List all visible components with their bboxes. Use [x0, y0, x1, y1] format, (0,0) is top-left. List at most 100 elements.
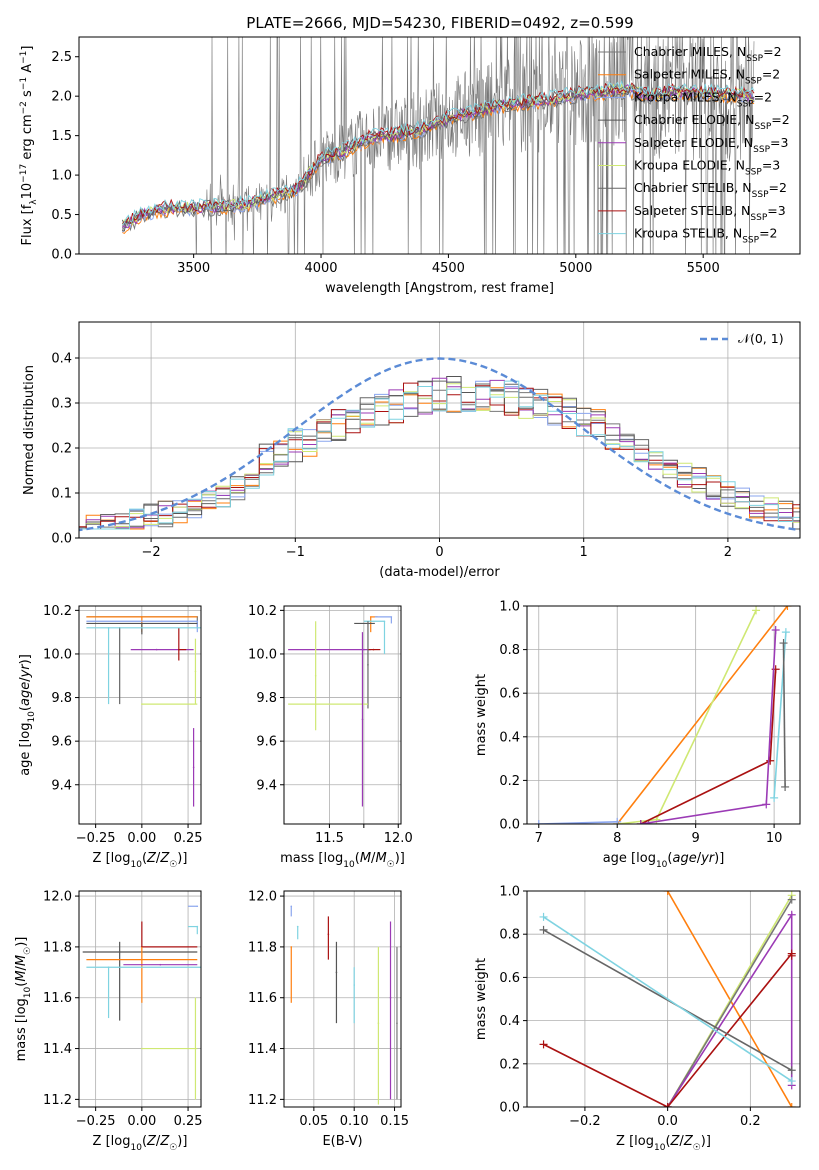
label-part: SSP: [752, 190, 769, 200]
y-tick-label: 1.0: [51, 169, 72, 184]
plus-marker: [787, 895, 796, 904]
axes-frame: [78, 36, 801, 255]
x-axis-label: mass [log10(M/M☉)]: [280, 851, 405, 870]
label-part: Z: [670, 1134, 681, 1149]
label-part: age [log: [603, 851, 656, 866]
label-part: ☉: [169, 860, 177, 870]
axes-frame: [526, 605, 801, 825]
plus-marker: [663, 1103, 672, 1107]
label-part: 10: [343, 860, 355, 870]
y-tick-label: 0.3: [51, 397, 72, 412]
residual-histogram-step: [79, 382, 800, 530]
data-point: [107, 627, 110, 629]
y-tick-label: 11.2: [248, 1093, 277, 1108]
x-tick-label: 3500: [177, 261, 210, 276]
mass-weight-line: [616, 606, 789, 824]
spectrum-panel: 3500 4000 4500 5000 5500 0.0 0.5 1.0 1.5 2.0 2.5 Ch…: [19, 36, 801, 296]
y-tick-label: 0.4: [51, 352, 72, 367]
data-point: [194, 1047, 197, 1050]
plus-marker: [771, 625, 780, 634]
y-axis-label: Flux [fλ10−17 erg cm−2 s−1 A−1]: [19, 46, 39, 246]
x-tick-label: 5500: [687, 261, 720, 276]
x-axis-label: wavelength [Angstrom, rest frame]: [325, 281, 554, 296]
y-tick-label: 0.2: [499, 1057, 520, 1072]
mass-weight-line: [640, 669, 777, 824]
legend-entry: Kroupa MILES, NSSP=2: [634, 89, 772, 109]
label-part: age: [18, 682, 33, 706]
mass-weight-line: [640, 629, 777, 824]
plus-marker: [539, 912, 548, 921]
x-axis-label: (data-model)/error: [379, 565, 500, 580]
label-part: =2: [769, 180, 787, 195]
legend-entry: Salpeter MILES, NSSP=2: [634, 67, 780, 87]
plus-marker: [534, 820, 543, 824]
plus-marker: [766, 756, 775, 765]
grid-layer: [79, 891, 201, 1107]
label-part: −2: [19, 101, 29, 114]
y-tick-label: 11.8: [43, 940, 72, 955]
y-tick-label: 11.4: [43, 1042, 72, 1057]
label-part: ☉: [387, 860, 395, 870]
label-part: (: [18, 706, 33, 711]
label-part: mass [log: [14, 998, 29, 1061]
label-part: 10: [20, 183, 35, 200]
x-tick-label: −0.25: [76, 1114, 116, 1129]
plus-marker: [787, 910, 796, 919]
plus-marker: [762, 800, 771, 809]
y-tick-label: 0.0: [499, 818, 520, 833]
x-tick-label: 0.00: [127, 831, 156, 846]
label-part: SSP: [746, 54, 763, 64]
data-layer: [534, 606, 792, 824]
x-axis-label: Z [log10(Z/Z☉)]: [93, 851, 188, 870]
x-tick-label: 0.05: [299, 1114, 328, 1129]
label-part: Z [log: [93, 851, 131, 866]
label-part: )]: [177, 851, 187, 866]
y-tick-label: 10.2: [43, 604, 72, 619]
label-part: /: [371, 851, 376, 866]
label-part: Normed distribution: [22, 365, 37, 495]
axes-frame: [78, 605, 202, 825]
axes-frame: [78, 890, 202, 1108]
plus-marker: [613, 817, 622, 824]
data-point: [107, 966, 110, 969]
data-point: [290, 946, 293, 948]
model-fit-line: [121, 79, 755, 226]
y-tick-label: 0.6: [499, 687, 520, 702]
label-part: Chabrier ELODIE, N: [634, 112, 754, 127]
y-tick-label: 12.0: [248, 890, 277, 905]
label-part: Z [log: [616, 1134, 654, 1149]
x-tick-label: −2: [142, 545, 161, 560]
y-tick-label: 12.0: [43, 890, 72, 905]
label-part: /: [697, 851, 702, 866]
label-part: SSP: [745, 77, 762, 87]
data-point: [367, 664, 369, 666]
model-fit-line: [121, 83, 755, 226]
axes-frame: [283, 890, 402, 1108]
data-point: [383, 620, 386, 623]
data-point: [361, 718, 364, 721]
x-tick-label: 0: [435, 545, 443, 560]
x-axis-label: Z [log10(Z/Z☉)]: [93, 1134, 188, 1153]
y-tick-label: 1.5: [51, 129, 72, 144]
data-point: [196, 620, 199, 623]
x-axis-label: age [log10(age/yr)]: [603, 851, 725, 870]
label-part: 10: [656, 860, 668, 870]
legend-entry: Chabrier ELODIE, NSSP=2: [634, 112, 790, 132]
label-part: Z: [146, 1134, 157, 1149]
label-part: =3: [762, 158, 780, 173]
plus-marker: [781, 628, 790, 637]
data-point: [192, 766, 195, 769]
y-tick-label: 10.0: [43, 647, 72, 662]
label-part: Kroupa STELIB, N: [634, 226, 742, 241]
plus-marker: [539, 1040, 548, 1049]
residual-histogram-step: [79, 376, 800, 530]
label-part: Chabrier STELIB, N: [634, 180, 752, 195]
label-part: M: [14, 955, 29, 966]
y-tick-label: 10.0: [248, 647, 277, 662]
y-axis-label: age [log10(age/yr)]: [18, 654, 37, 776]
data-layer: [288, 616, 393, 807]
